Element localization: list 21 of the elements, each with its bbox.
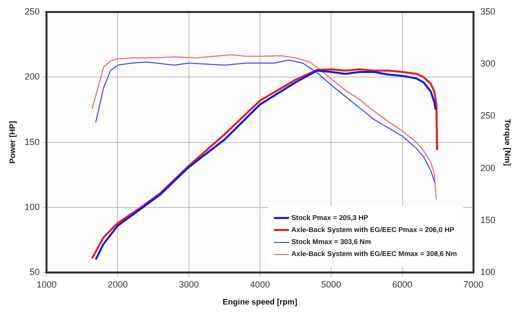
x-tick-label: 5000 [321,279,342,290]
y2-tick-label: 250 [480,110,496,121]
y-tick-label: 200 [24,72,40,82]
y-tick-label: 150 [24,136,40,147]
x-tick-label: 4000 [250,279,270,290]
y-tick-label: 50 [30,267,40,278]
y-tick-label: 250 [24,6,40,16]
x-tick-label: 3000 [178,279,199,290]
y2-tick-label: 350 [480,6,496,16]
y2-tick-label: 200 [480,162,496,173]
x-axis-title: Engine speed [rpm] [222,297,298,306]
y-tick-label: 100 [24,202,40,212]
x-tick-label: 1000 [36,279,57,290]
y-axis-title: Power [HP] [8,120,18,164]
y2-tick-label: 300 [480,58,496,69]
y2-tick-label: 100 [480,267,496,278]
x-tick-label: 2000 [108,279,128,290]
x-tick-label: 6000 [392,279,412,290]
x-tick-label: 7000 [463,279,484,290]
y2-axis-title: Torque [Nm] [502,118,512,166]
y2-tick-label: 150 [480,214,496,225]
